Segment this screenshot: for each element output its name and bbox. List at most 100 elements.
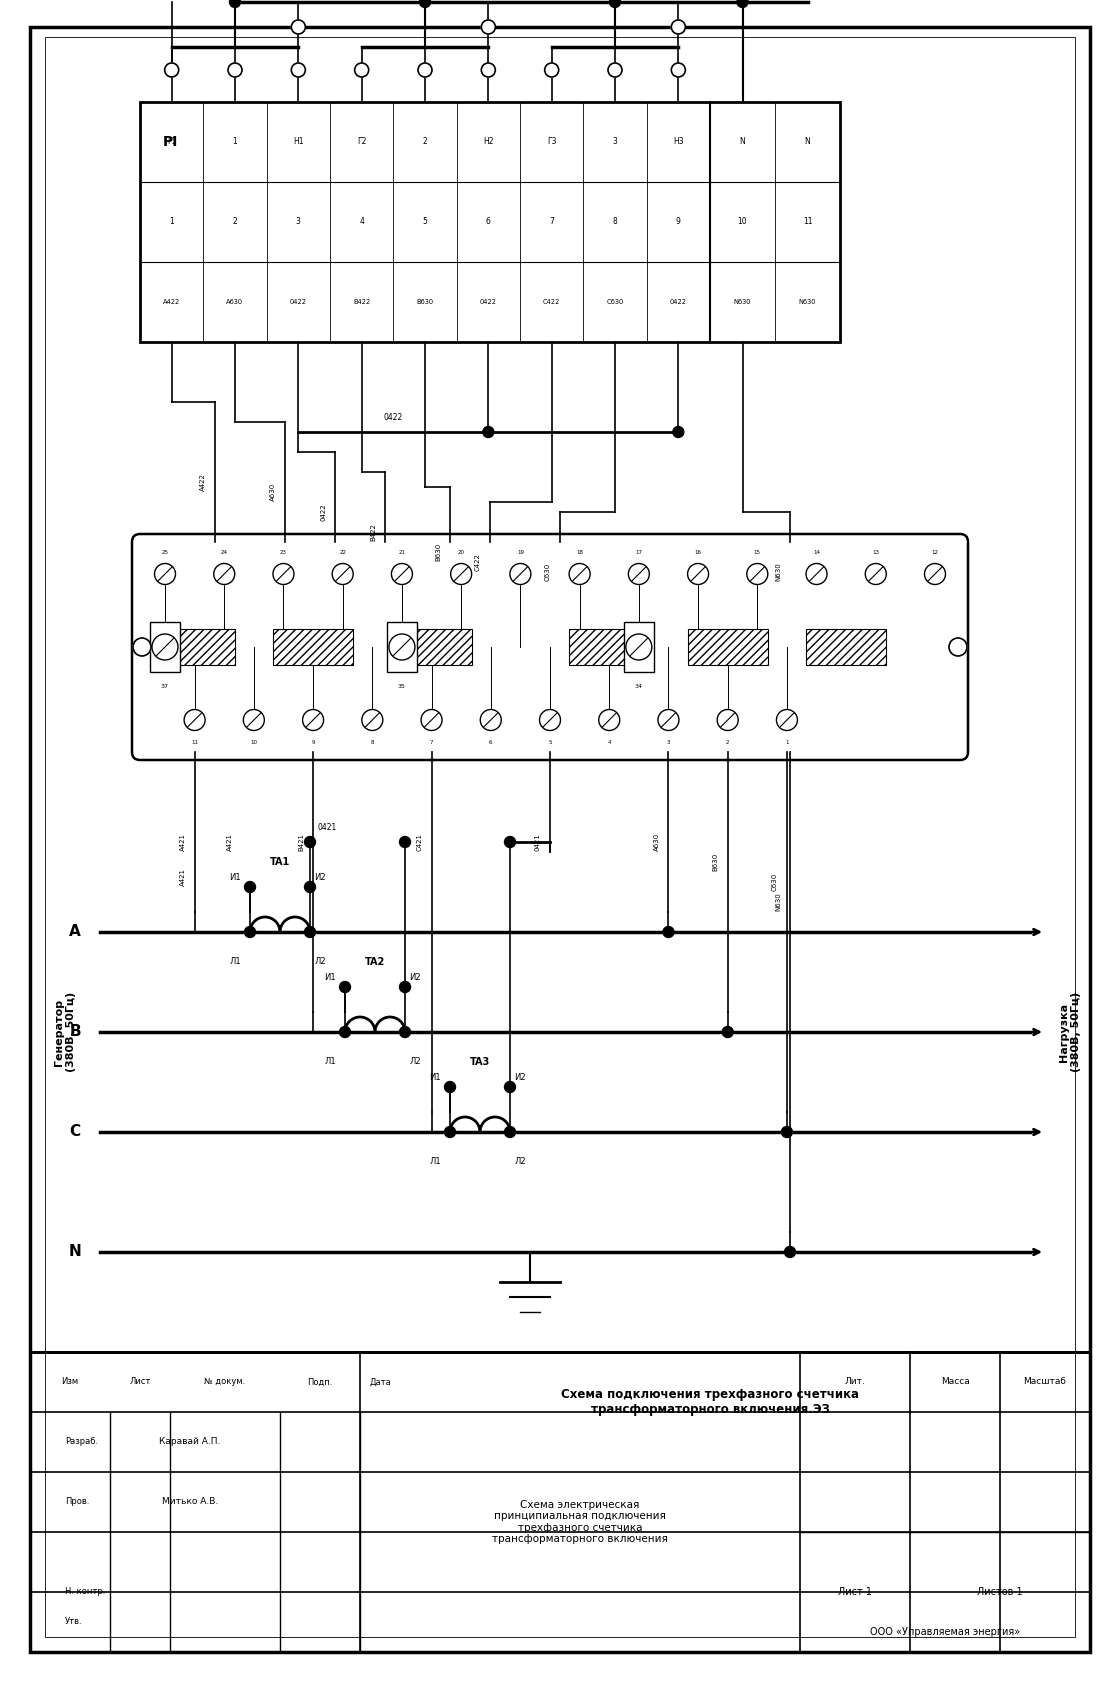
Text: 7: 7 — [430, 740, 433, 745]
Circle shape — [688, 563, 709, 585]
Circle shape — [599, 710, 619, 730]
Text: C630: C630 — [606, 299, 624, 304]
Text: 6: 6 — [489, 740, 493, 745]
Circle shape — [504, 836, 515, 848]
Circle shape — [483, 427, 494, 437]
Bar — [688, 629, 768, 664]
Circle shape — [482, 20, 495, 34]
Circle shape — [450, 563, 472, 585]
Text: A: A — [69, 925, 81, 940]
Text: И1: И1 — [429, 1073, 441, 1082]
Circle shape — [230, 0, 241, 7]
Circle shape — [400, 1026, 411, 1038]
Text: И2: И2 — [409, 972, 421, 982]
Text: 22: 22 — [339, 550, 346, 555]
Circle shape — [391, 563, 412, 585]
Text: 23: 23 — [280, 550, 287, 555]
Text: 8: 8 — [613, 217, 617, 227]
Circle shape — [400, 836, 411, 848]
Text: C422: C422 — [475, 553, 480, 570]
Text: C421: C421 — [417, 833, 422, 851]
Text: ООО "Управляемая: ООО "Управляемая — [346, 447, 553, 616]
Text: B630: B630 — [712, 853, 719, 871]
Circle shape — [866, 563, 886, 585]
Text: C: C — [69, 1125, 81, 1139]
Text: 5: 5 — [422, 217, 428, 227]
Text: 2: 2 — [422, 138, 428, 146]
Text: 7: 7 — [549, 217, 554, 227]
Text: Утв.: Утв. — [65, 1618, 83, 1626]
Text: C630: C630 — [772, 873, 778, 891]
Text: № докум.: № докум. — [204, 1378, 245, 1386]
Circle shape — [657, 710, 679, 730]
Circle shape — [504, 1082, 515, 1093]
Text: энергия": энергия" — [500, 619, 600, 705]
Bar — [569, 629, 650, 664]
Text: A421: A421 — [227, 833, 233, 851]
Text: Л1: Л1 — [230, 957, 241, 967]
Circle shape — [133, 637, 151, 656]
Circle shape — [722, 1026, 734, 1038]
Circle shape — [504, 1127, 515, 1137]
Circle shape — [924, 563, 945, 585]
Text: 0422: 0422 — [670, 299, 687, 304]
Text: A422: A422 — [200, 473, 206, 491]
Text: Н3: Н3 — [673, 138, 683, 146]
Circle shape — [420, 0, 430, 7]
Text: Схема подключения трехфазного счетчика
трансформаторного включения.ЭЗ: Схема подключения трехфазного счетчика т… — [561, 1388, 859, 1416]
Bar — [155, 629, 235, 664]
Circle shape — [152, 634, 178, 659]
Circle shape — [155, 563, 176, 585]
Text: TA1: TA1 — [270, 858, 290, 866]
FancyBboxPatch shape — [132, 533, 968, 760]
Text: 1: 1 — [233, 138, 237, 146]
Text: Лист 1: Лист 1 — [838, 1588, 872, 1596]
Text: И2: И2 — [514, 1073, 525, 1082]
Circle shape — [339, 1026, 351, 1038]
Text: 20: 20 — [458, 550, 465, 555]
Text: Подп.: Подп. — [307, 1378, 333, 1386]
Text: Дата: Дата — [370, 1378, 391, 1386]
Text: Лист: Лист — [129, 1378, 151, 1386]
Circle shape — [782, 1127, 793, 1137]
Text: Схема электрическая
принципиальная подключения
трехфазного счетчика
трансформато: Схема электрическая принципиальная подкл… — [492, 1500, 668, 1544]
Text: 12: 12 — [932, 550, 939, 555]
Text: 10: 10 — [251, 740, 258, 745]
Text: 4: 4 — [607, 740, 612, 745]
Text: 2: 2 — [233, 217, 237, 227]
Text: B630: B630 — [435, 543, 441, 562]
Bar — [140, 103, 840, 341]
Text: И2: И2 — [315, 873, 326, 881]
Text: Г2: Г2 — [357, 138, 366, 146]
Circle shape — [244, 927, 255, 937]
Circle shape — [776, 710, 797, 730]
Text: 0422: 0422 — [479, 299, 497, 304]
Text: A630: A630 — [653, 833, 660, 851]
Circle shape — [305, 927, 316, 937]
Text: B422: B422 — [353, 299, 371, 304]
Text: 0422: 0422 — [384, 412, 403, 422]
Text: 6: 6 — [486, 217, 491, 227]
Text: A630: A630 — [226, 299, 243, 304]
Circle shape — [389, 634, 414, 659]
Text: 25: 25 — [161, 550, 168, 555]
Circle shape — [214, 563, 235, 585]
Text: A421: A421 — [179, 868, 186, 886]
Text: 18: 18 — [576, 550, 584, 555]
Text: B: B — [69, 1024, 81, 1039]
Text: A421: A421 — [179, 833, 186, 851]
Circle shape — [305, 836, 316, 848]
Text: Л2: Л2 — [409, 1058, 421, 1066]
Text: 11: 11 — [192, 740, 198, 745]
Bar — [273, 629, 353, 664]
Text: Масса: Масса — [941, 1378, 970, 1386]
Text: A422: A422 — [164, 299, 180, 304]
Text: Г3: Г3 — [547, 138, 557, 146]
Text: B630: B630 — [417, 299, 433, 304]
Text: 1: 1 — [785, 740, 788, 745]
Circle shape — [482, 62, 495, 77]
Text: Масштаб: Масштаб — [1024, 1378, 1066, 1386]
Circle shape — [302, 710, 324, 730]
Bar — [391, 629, 472, 664]
Text: 8: 8 — [371, 740, 374, 745]
